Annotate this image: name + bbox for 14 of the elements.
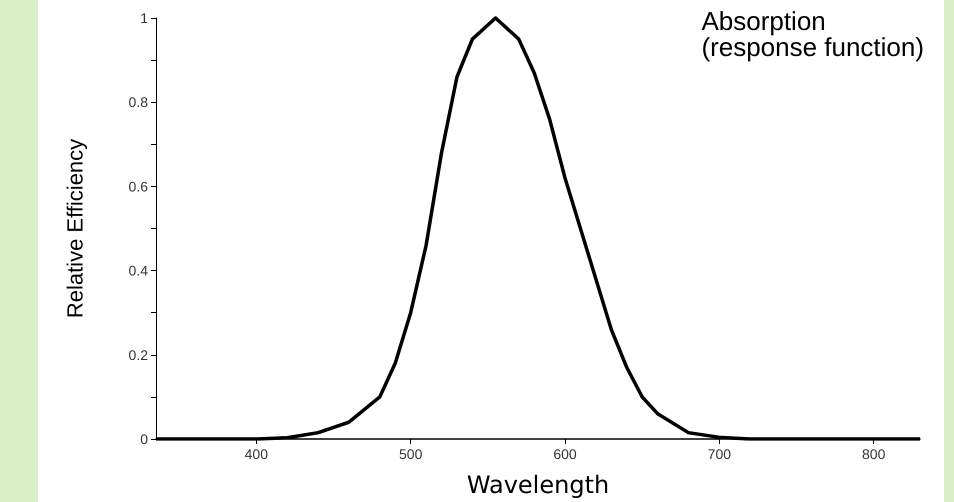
x-tick-label: 400 [244, 446, 268, 462]
x-tick-label: 500 [398, 446, 423, 462]
x-axis-title: Wavelength [466, 471, 610, 499]
x-tick-label: 700 [708, 446, 732, 462]
y-tick-label: 1 [140, 10, 148, 26]
y-tick-label: 0.4 [128, 262, 148, 279]
x-tick-label: 800 [862, 446, 886, 462]
y-tick-label: 0 [140, 431, 148, 447]
annotation: Absorption (response function) [701, 6, 924, 62]
y-tick-label: 0.6 [128, 178, 148, 194]
y-axis-title: Relative Efficiency [62, 138, 88, 318]
y-tick-label: 0.2 [128, 346, 148, 363]
x-tick-label: 600 [553, 446, 577, 462]
y-tick-label: 0.8 [128, 94, 148, 110]
